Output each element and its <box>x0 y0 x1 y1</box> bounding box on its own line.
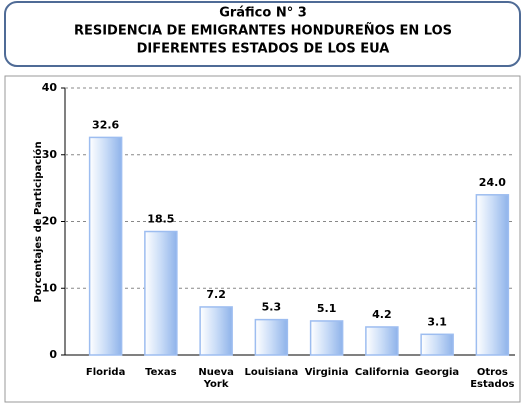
x-tick-label: Louisiana <box>244 367 299 378</box>
y-tick-label: 10 <box>42 281 58 294</box>
value-label: 18.5 <box>147 213 174 226</box>
value-label: 5.3 <box>262 301 282 314</box>
value-label: 3.1 <box>427 315 447 328</box>
value-label: 32.6 <box>92 118 119 131</box>
x-tick-label: Georgia <box>415 367 460 378</box>
bar <box>199 306 233 356</box>
bar <box>254 318 289 356</box>
x-tick-label: California <box>354 367 410 378</box>
bar <box>365 326 399 356</box>
bar <box>88 136 123 356</box>
chart-border <box>4 75 521 403</box>
x-tick-label: Nueva York <box>198 367 234 390</box>
chart-title: Gráfico N° 3 <box>219 6 307 21</box>
value-label: 5.1 <box>317 302 337 315</box>
bar <box>309 320 344 356</box>
x-tick-label: Otros Estados <box>470 367 515 390</box>
x-tick-label: Virginia <box>304 367 349 378</box>
y-axis-label: Porcentajes de Participación <box>32 141 44 302</box>
chart-title: RESIDENCIA DE EMIGRANTES HONDUREÑOS EN L… <box>74 23 452 39</box>
bar <box>144 230 178 356</box>
value-label: 4.2 <box>372 308 392 321</box>
y-tick-label: 20 <box>42 215 58 228</box>
value-label: 7.2 <box>206 288 226 301</box>
x-tick-label: Texas <box>145 367 177 378</box>
chart-title: DIFERENTES ESTADOS DE LOS EUA <box>137 42 390 57</box>
bar <box>420 333 454 356</box>
y-tick-label: 30 <box>42 148 58 161</box>
bar <box>475 194 510 356</box>
value-label: 24.0 <box>479 176 506 189</box>
y-tick-label: 40 <box>42 81 58 94</box>
y-tick-label: 0 <box>49 348 57 361</box>
title-box <box>4 1 521 67</box>
x-tick-label: Florida <box>85 367 126 378</box>
